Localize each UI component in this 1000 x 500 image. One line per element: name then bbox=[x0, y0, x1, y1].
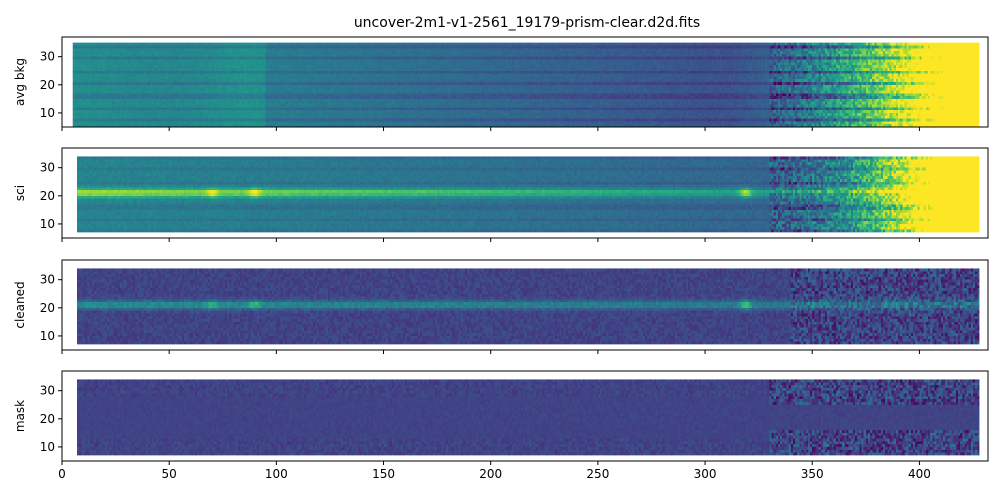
x-tick-label: 350 bbox=[801, 467, 824, 481]
x-tick-label: 0 bbox=[58, 467, 66, 481]
x-tick-label: 100 bbox=[265, 467, 288, 481]
y-tick-label: 10 bbox=[40, 106, 55, 120]
heatmap-image bbox=[77, 156, 980, 233]
y-tick-label: 20 bbox=[40, 412, 55, 426]
axes-frame bbox=[61, 370, 989, 462]
x-tick-label: 250 bbox=[586, 467, 609, 481]
panel-cleaned: 10 20 30 cleaned bbox=[13, 259, 989, 354]
x-tick-label: 200 bbox=[479, 467, 502, 481]
heatmap-image bbox=[77, 379, 980, 456]
x-tick-label: 300 bbox=[694, 467, 717, 481]
panel-sci: 10 20 30 sci bbox=[13, 147, 989, 242]
y-tick-label: 30 bbox=[40, 273, 55, 287]
y-tick-label: 20 bbox=[40, 189, 55, 203]
y-tick-label: 30 bbox=[40, 50, 55, 64]
y-tick-label: 20 bbox=[40, 78, 55, 92]
axes-frame bbox=[61, 36, 989, 128]
y-tick-label: 10 bbox=[40, 440, 55, 454]
axes-frame bbox=[61, 259, 989, 351]
y-axis-label: sci bbox=[13, 185, 27, 201]
x-tick-label: 150 bbox=[372, 467, 395, 481]
y-tick-label: 30 bbox=[40, 161, 55, 175]
y-axis-label: avg bkg bbox=[13, 58, 27, 106]
x-tick-label: 400 bbox=[908, 467, 931, 481]
y-axis-label: cleaned bbox=[13, 281, 27, 328]
figure-title: uncover-2m1-v1-2561_19179-prism-clear.d2… bbox=[354, 15, 700, 31]
heatmap-image bbox=[72, 42, 980, 127]
y-tick-label: 10 bbox=[40, 217, 55, 231]
x-tick-label: 50 bbox=[162, 467, 177, 481]
y-tick-label: 30 bbox=[40, 384, 55, 398]
panels: 10 20 30 avg bkg 10 20 30 sci 10 20 30 cleaned 10 20 3… bbox=[13, 36, 989, 481]
y-axis-label: mask bbox=[13, 400, 27, 432]
panel-avg-bkg: 10 20 30 avg bkg bbox=[13, 36, 989, 131]
heatmap-image bbox=[77, 268, 980, 345]
y-tick-label: 10 bbox=[40, 329, 55, 343]
y-tick-label: 20 bbox=[40, 301, 55, 315]
axes-frame bbox=[61, 147, 989, 239]
